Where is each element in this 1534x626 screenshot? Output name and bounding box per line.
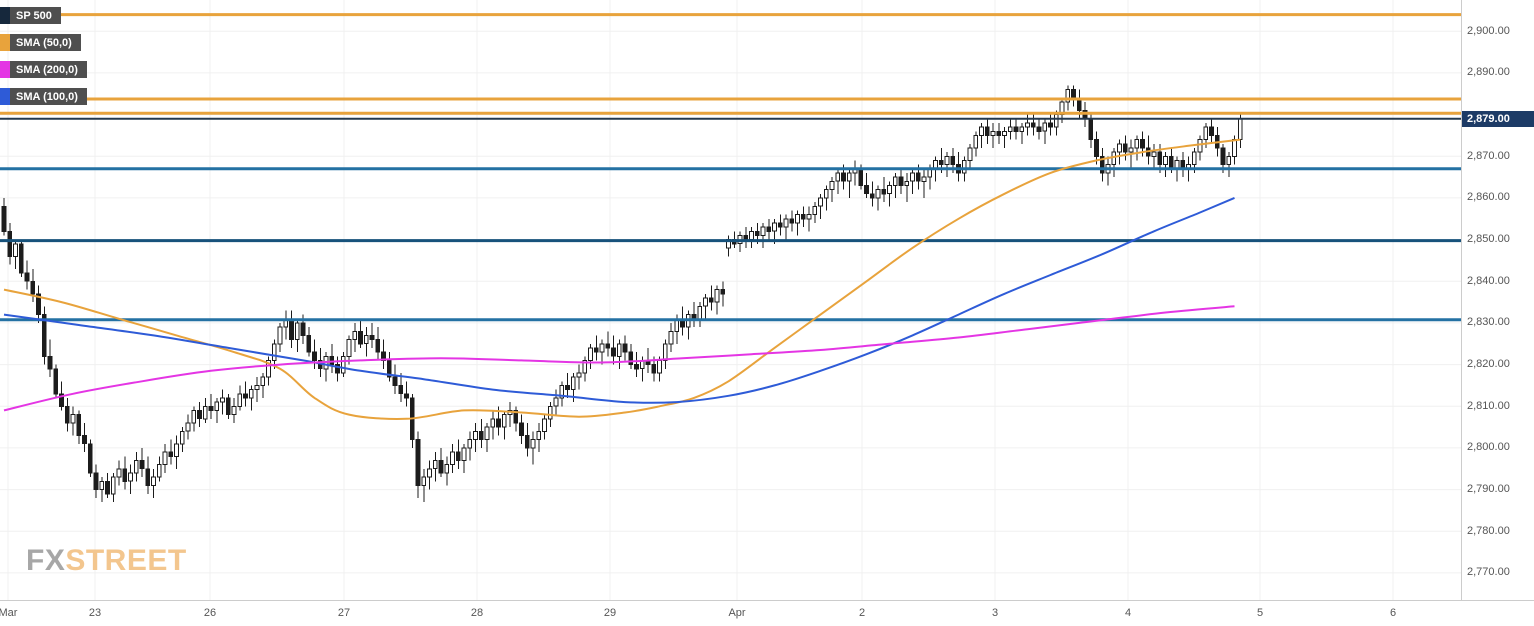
x-axis-label: 2 [858,607,866,619]
sma-line [3,138,1241,420]
x-axis-label: 29 [603,607,617,619]
y-axis-label: 2,850.00 [1467,233,1510,245]
y-axis-label: 2,840.00 [1467,275,1510,287]
sma100-color-chip [0,88,10,105]
y-axis-label: 2,780.00 [1467,525,1510,537]
time-axis[interactable]: Mar 23 26 27 28 29 Apr 2 3 4 5 6 [0,600,1534,626]
legend-item-sma50[interactable]: SMA (50,0) [0,34,81,51]
sma200-color-chip [0,61,10,78]
sma-line [3,196,1235,404]
y-axis-label: 2,790.00 [1467,483,1510,495]
x-axis-label: Apr [728,607,746,619]
legend-label: SP 500 [16,9,52,22]
y-axis-label: 2,890.00 [1467,66,1510,78]
chart-legend: SP 500 SMA (50,0) SMA (200,0) SMA (100,0… [0,7,87,105]
x-axis-label: 26 [203,607,217,619]
chart-canvas[interactable] [0,0,1461,600]
y-axis-label: 2,830.00 [1467,316,1510,328]
legend-item-sma100[interactable]: SMA (100,0) [0,88,87,105]
legend-item-sp500[interactable]: SP 500 [0,7,61,24]
legend-item-sma200[interactable]: SMA (200,0) [0,61,87,78]
x-axis-label: 27 [337,607,351,619]
y-axis-label: 2,870.00 [1467,150,1510,162]
last-price-value: 2,879.00 [1467,113,1510,125]
x-axis-label: 23 [88,607,102,619]
series-color-chip [0,7,10,24]
legend-label: SMA (50,0) [16,36,72,49]
x-axis-label: 6 [1389,607,1397,619]
y-axis-label: 2,810.00 [1467,400,1510,412]
x-axis-label: Mar [0,607,18,619]
fxstreet-logo-fx: FX [26,544,66,577]
sma50-color-chip [0,34,10,51]
y-axis-label: 2,800.00 [1467,441,1510,453]
sma-line [3,305,1235,412]
price-axis[interactable]: 2,879.00 2,900.00 2,890.00 2,870.00 2,860.0… [1461,0,1534,600]
y-axis-label: 2,820.00 [1467,358,1510,370]
y-axis-label: 2,770.00 [1467,566,1510,578]
price-levels [0,13,1461,322]
fxstreet-logo: FXSTREET [26,544,187,578]
gridlines [0,0,1461,600]
fxstreet-logo-street: STREET [65,544,187,577]
y-axis-label: 2,900.00 [1467,25,1510,37]
x-axis-label: 5 [1256,607,1264,619]
legend-label: SMA (200,0) [16,63,78,76]
last-price-badge: 2,879.00 [1462,111,1534,127]
legend-label: SMA (100,0) [16,90,78,103]
x-axis-label: 3 [991,607,999,619]
x-axis-label: 4 [1124,607,1132,619]
candlestick-series [1,85,1243,503]
x-axis-label: 28 [470,607,484,619]
y-axis-label: 2,860.00 [1467,191,1510,203]
